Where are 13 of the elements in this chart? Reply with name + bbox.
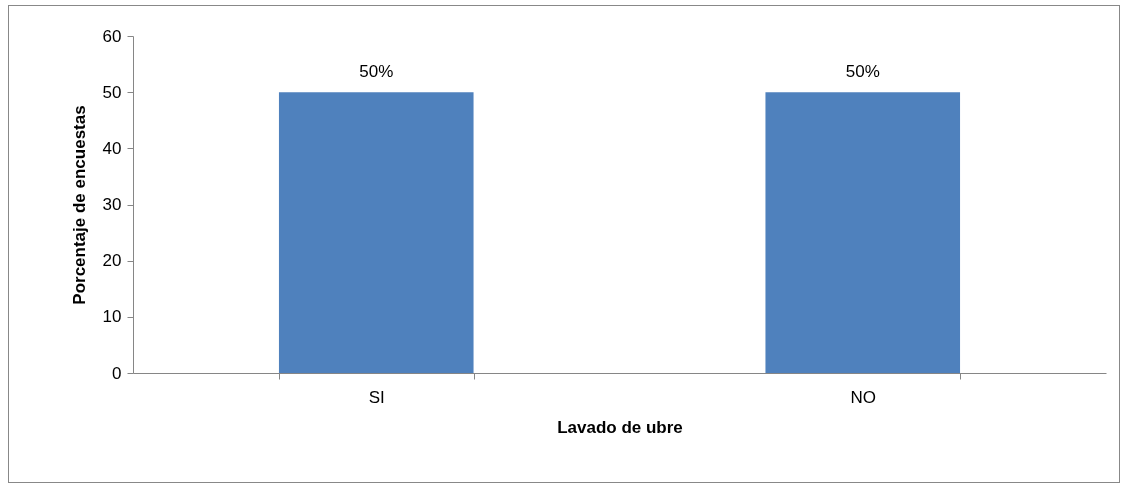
x-tick-label: SI bbox=[368, 387, 385, 407]
y-axis-title: Porcentaje de encuestas bbox=[69, 105, 89, 305]
y-tick-label: 30 bbox=[102, 195, 122, 214]
x-axis-title: Lavado de ubre bbox=[557, 417, 683, 437]
y-tick-label: 10 bbox=[102, 307, 122, 327]
data-label: 50% bbox=[845, 62, 880, 82]
x-tick-label: NO bbox=[850, 387, 876, 407]
y-tick-label: 60 bbox=[102, 26, 122, 46]
data-label: 50% bbox=[359, 62, 394, 82]
y-tick-label: 40 bbox=[102, 138, 122, 158]
y-tick-label: 0 bbox=[112, 363, 122, 383]
y-tick-label: 50 bbox=[102, 82, 122, 102]
y-tick-label: 20 bbox=[102, 251, 122, 271]
